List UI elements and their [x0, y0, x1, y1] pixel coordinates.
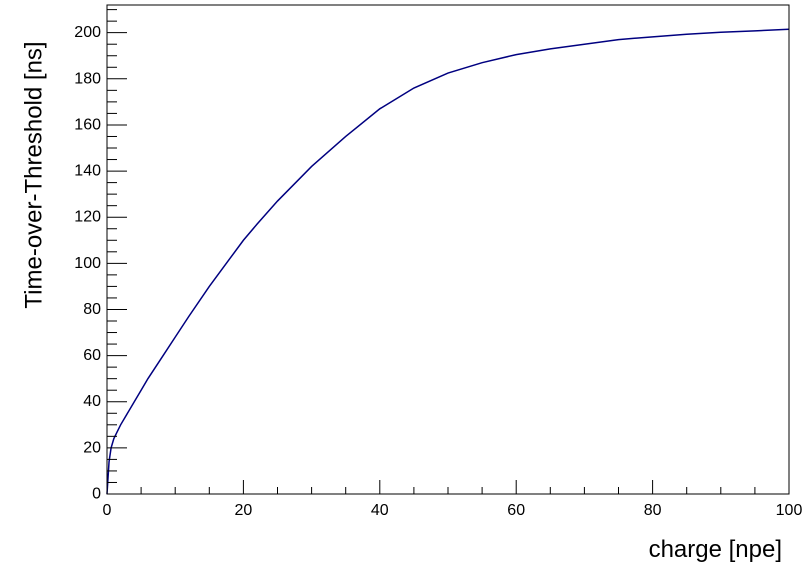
y-tick-label: 0	[92, 486, 101, 503]
tick-marks	[106, 9, 790, 495]
y-tick-label: 40	[83, 393, 101, 410]
y-tick-label: 100	[74, 255, 101, 272]
x-axis-title: charge [npe]	[649, 536, 782, 563]
x-tick-label: 100	[776, 502, 803, 519]
plot-frame	[106, 4, 790, 495]
y-tick-label: 180	[74, 70, 101, 87]
y-tick-label: 20	[83, 439, 101, 456]
y-tick-label: 60	[83, 347, 101, 364]
y-tick-label: 140	[74, 163, 101, 180]
x-tick-label: 40	[371, 502, 389, 519]
y-axis-title: Time-over-Threshold [ns]	[20, 41, 47, 308]
y-tick-label: 120	[74, 209, 101, 226]
x-tick-label: 20	[235, 502, 253, 519]
x-tick-label: 60	[507, 502, 525, 519]
y-tick-labels: 0 20 40 60 80 100 120 140 160 180 200	[74, 24, 101, 502]
x-tick-labels: 0 20 40 60 80 100	[103, 502, 803, 519]
x-tick-label: 0	[103, 502, 112, 519]
series-layer	[106, 28, 790, 495]
y-tick-label: 160	[74, 116, 101, 133]
x-tick-label: 80	[644, 502, 662, 519]
series-line-0	[106, 28, 790, 495]
y-tick-label: 200	[74, 24, 101, 41]
y-tick-label: 80	[83, 301, 101, 318]
